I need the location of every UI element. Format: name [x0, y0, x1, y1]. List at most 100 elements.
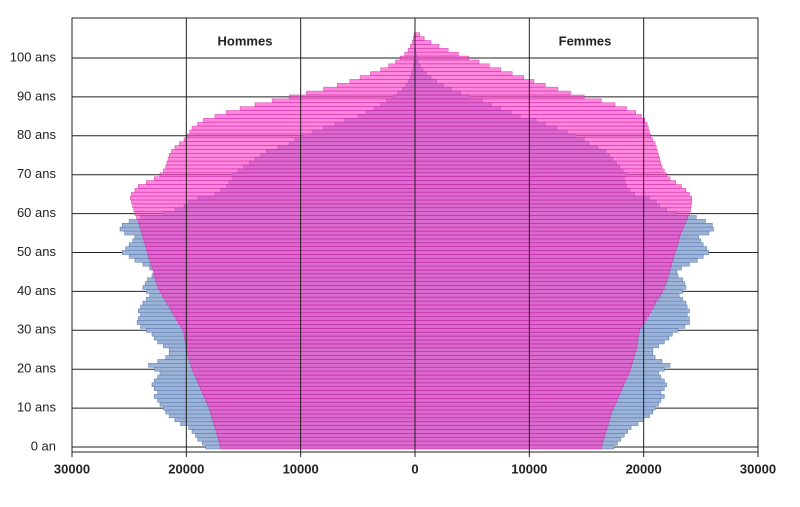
bar — [415, 95, 584, 99]
bar — [214, 422, 415, 426]
bar — [165, 297, 415, 301]
bar — [415, 231, 681, 235]
x-tick-label: 0 — [411, 461, 418, 476]
bar — [415, 169, 664, 173]
bar — [157, 282, 415, 286]
y-tick-label: 90 ans — [17, 88, 57, 103]
bar — [215, 114, 415, 118]
bar — [415, 157, 660, 161]
bar — [306, 91, 415, 95]
bar — [415, 286, 664, 290]
bar — [415, 348, 636, 352]
bar — [201, 387, 415, 391]
bar — [133, 204, 415, 208]
bar — [415, 173, 667, 177]
right-label: Femmes — [559, 33, 612, 48]
bar — [415, 387, 622, 391]
bar — [415, 181, 676, 185]
bar — [158, 286, 415, 290]
bar — [142, 231, 415, 235]
bar — [185, 336, 415, 340]
bar — [155, 278, 415, 282]
bar — [415, 72, 512, 76]
bar — [255, 103, 415, 107]
bar — [139, 223, 415, 227]
bar — [210, 410, 415, 414]
bar — [138, 184, 415, 188]
bar — [415, 437, 604, 441]
bar — [190, 359, 415, 363]
bar — [415, 146, 656, 150]
bar — [169, 153, 415, 157]
bar — [143, 235, 415, 239]
bar — [381, 68, 415, 72]
bar — [415, 352, 635, 356]
bar — [195, 375, 415, 379]
bar — [415, 111, 636, 115]
bar — [150, 258, 415, 262]
bar — [415, 371, 629, 375]
bar — [206, 398, 415, 402]
bar — [202, 391, 415, 395]
bar — [350, 79, 415, 83]
bar — [415, 227, 683, 231]
bar — [415, 149, 657, 153]
bar — [415, 192, 689, 196]
bar — [187, 352, 415, 356]
bar — [415, 394, 619, 398]
bar — [160, 289, 415, 293]
bar — [415, 445, 601, 449]
bar — [209, 406, 415, 410]
bar — [240, 107, 415, 111]
bar — [191, 363, 415, 367]
bar — [415, 313, 649, 317]
bar — [415, 212, 689, 216]
x-tick-label: 10000 — [283, 461, 319, 476]
y-tick-label: 20 ans — [17, 361, 57, 376]
bar — [415, 79, 534, 83]
bar — [215, 426, 415, 430]
bar — [415, 126, 648, 130]
y-tick-label: 100 ans — [10, 49, 57, 64]
bar — [415, 48, 448, 52]
bar — [415, 40, 431, 44]
bar — [415, 103, 615, 107]
bar — [415, 243, 677, 247]
bar — [178, 321, 415, 325]
bar — [415, 184, 681, 188]
bar — [415, 309, 651, 313]
bar — [415, 130, 649, 134]
bar — [181, 324, 415, 328]
bar — [135, 188, 415, 192]
bar — [415, 56, 469, 60]
x-tick-label: 10000 — [511, 461, 547, 476]
bar — [415, 383, 624, 387]
bar — [415, 402, 615, 406]
bar — [415, 254, 674, 258]
bar — [415, 433, 605, 437]
bar — [415, 367, 631, 371]
y-tick-label: 10 ans — [17, 400, 57, 415]
bar — [415, 177, 670, 181]
bar — [410, 44, 415, 48]
bar — [219, 441, 415, 445]
y-tick-label: 70 ans — [17, 166, 57, 181]
bar — [415, 247, 676, 251]
bar — [415, 114, 641, 118]
bar — [415, 328, 640, 332]
bar — [415, 375, 627, 379]
bar — [131, 200, 415, 204]
bar — [217, 433, 415, 437]
bar — [415, 293, 660, 297]
bar — [415, 83, 545, 87]
bar — [337, 83, 415, 87]
bar — [415, 359, 633, 363]
bar — [415, 305, 653, 309]
bar — [135, 212, 415, 216]
bar — [162, 293, 415, 297]
bar — [154, 274, 415, 278]
bar — [415, 282, 666, 286]
bar — [415, 33, 420, 37]
bar — [389, 64, 415, 68]
bar — [415, 262, 672, 266]
